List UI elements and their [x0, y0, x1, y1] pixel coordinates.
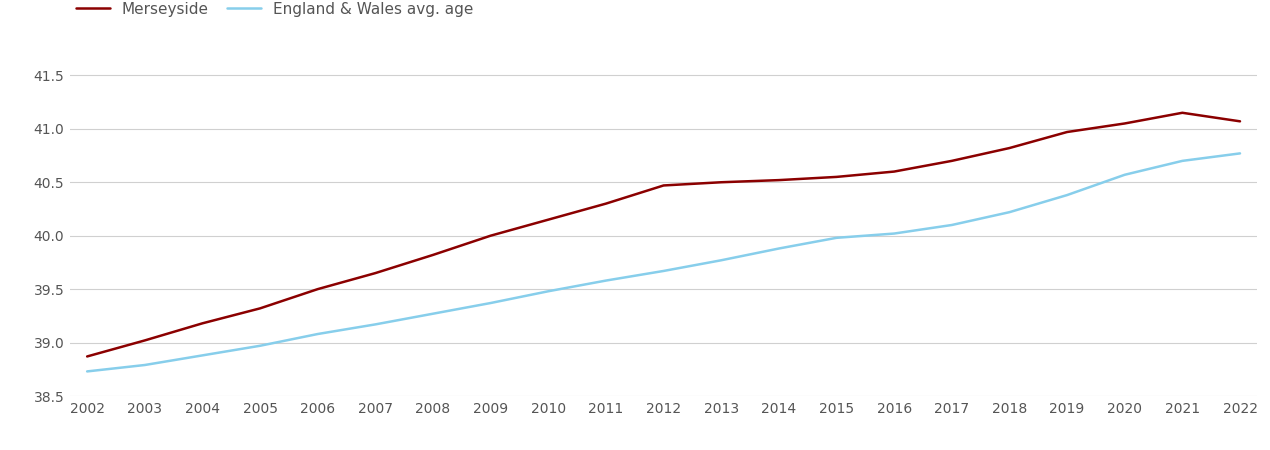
- Line: Merseyside: Merseyside: [88, 113, 1240, 356]
- Merseyside: [541, 217, 556, 222]
- Merseyside: [253, 306, 268, 311]
- Merseyside: [886, 169, 902, 174]
- Merseyside: [368, 270, 384, 276]
- Merseyside: [598, 201, 613, 207]
- Merseyside: [194, 321, 210, 326]
- Merseyside: [944, 158, 959, 164]
- Merseyside: [1059, 129, 1074, 135]
- England & Wales avg. age: [1118, 172, 1133, 177]
- England & Wales avg. age: [1002, 210, 1017, 215]
- Line: England & Wales avg. age: England & Wales avg. age: [88, 153, 1240, 371]
- Merseyside: [425, 252, 441, 258]
- England & Wales avg. age: [368, 322, 384, 327]
- England & Wales avg. age: [944, 222, 959, 228]
- England & Wales avg. age: [1175, 158, 1190, 164]
- England & Wales avg. age: [483, 300, 498, 306]
- England & Wales avg. age: [829, 235, 845, 241]
- England & Wales avg. age: [541, 288, 556, 294]
- England & Wales avg. age: [1059, 192, 1074, 198]
- Merseyside: [829, 174, 845, 180]
- Merseyside: [1002, 145, 1017, 151]
- England & Wales avg. age: [425, 311, 441, 316]
- England & Wales avg. age: [598, 278, 613, 284]
- Merseyside: [1118, 121, 1133, 126]
- Merseyside: [714, 180, 729, 185]
- Merseyside: [657, 183, 672, 188]
- Merseyside: [137, 338, 152, 343]
- Merseyside: [483, 233, 498, 238]
- Merseyside: [310, 287, 325, 292]
- England & Wales avg. age: [1232, 151, 1247, 156]
- England & Wales avg. age: [657, 268, 672, 274]
- Merseyside: [771, 177, 786, 183]
- England & Wales avg. age: [771, 246, 786, 251]
- England & Wales avg. age: [80, 369, 95, 374]
- England & Wales avg. age: [310, 331, 325, 337]
- Merseyside: [1232, 119, 1247, 124]
- England & Wales avg. age: [886, 231, 902, 236]
- England & Wales avg. age: [137, 362, 152, 368]
- Legend: Merseyside, England & Wales avg. age: Merseyside, England & Wales avg. age: [70, 0, 480, 23]
- England & Wales avg. age: [714, 257, 729, 263]
- England & Wales avg. age: [194, 353, 210, 358]
- Merseyside: [80, 354, 95, 359]
- Merseyside: [1175, 110, 1190, 116]
- England & Wales avg. age: [253, 343, 268, 348]
